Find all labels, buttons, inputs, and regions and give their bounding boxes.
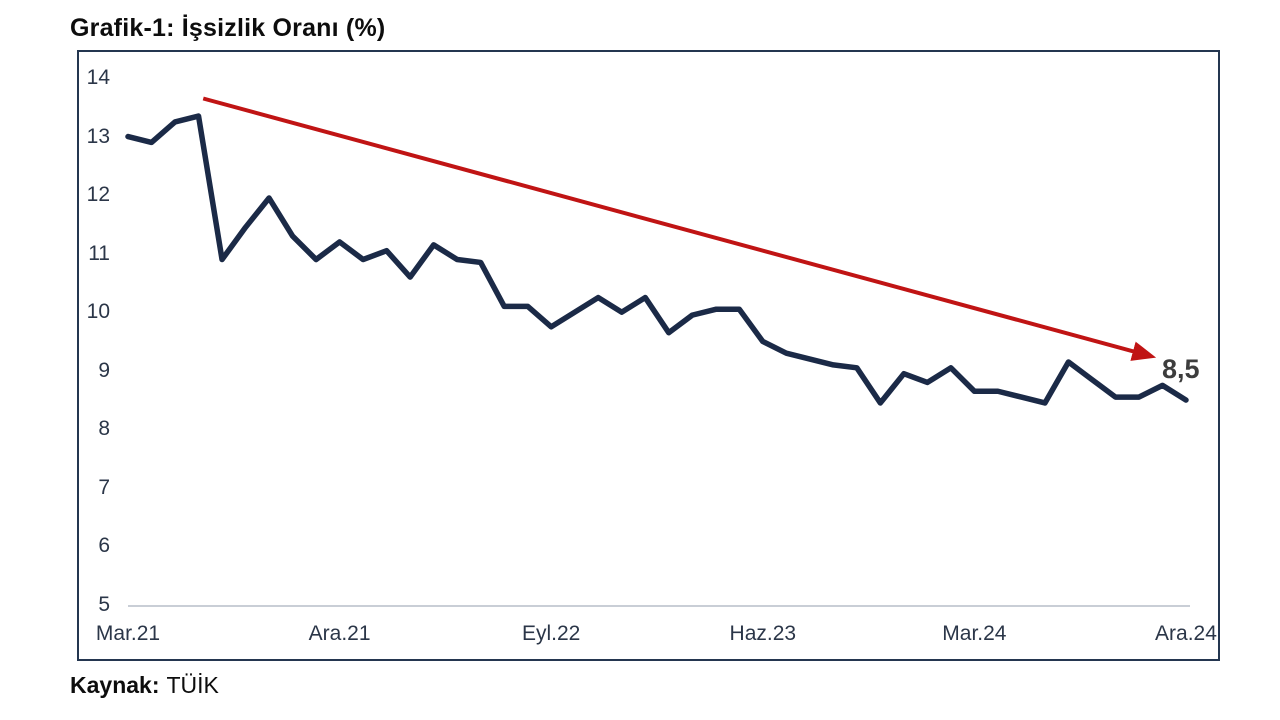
x-axis-line [128, 605, 1190, 607]
y-tick-label: 9 [98, 358, 110, 382]
chart-title: Grafik-1: İşsizlik Oranı (%) [70, 14, 386, 42]
downward-trend-arrow [202, 96, 1157, 361]
last-value-label: 8,5 [1162, 354, 1200, 384]
source-value: TÜİK [166, 672, 219, 698]
y-tick-label: 6 [98, 534, 110, 558]
source-note: Kaynak: TÜİK [70, 672, 219, 699]
y-tick-label: 12 [86, 183, 110, 207]
unemployment-rate-series-line [125, 113, 1189, 406]
unemployment-line-chart [125, 96, 1189, 406]
x-tick-label: Ara.24 [1155, 622, 1217, 645]
x-tick-label: Mar.24 [942, 622, 1007, 645]
y-tick-label: 8 [98, 417, 110, 441]
x-tick-label: Ara.21 [308, 622, 371, 645]
y-tick-label: 13 [86, 124, 110, 148]
x-tick-label: Mar.21 [95, 622, 161, 645]
y-tick-label: 10 [86, 300, 110, 324]
chart-frame: 14 13 12 11 10 9 8 7 6 5 Mar.21 Ara.21 Eyl.22 Haz.23… [77, 50, 1220, 661]
x-tick-label: Eyl.22 [522, 622, 581, 645]
y-tick-label: 7 [98, 475, 110, 499]
y-tick-label: 11 [88, 241, 110, 265]
y-tick-label: 5 [98, 592, 110, 616]
source-label: Kaynak: [70, 672, 160, 698]
x-tick-label: Haz.23 [729, 622, 797, 645]
y-tick-label: 14 [86, 66, 110, 89]
